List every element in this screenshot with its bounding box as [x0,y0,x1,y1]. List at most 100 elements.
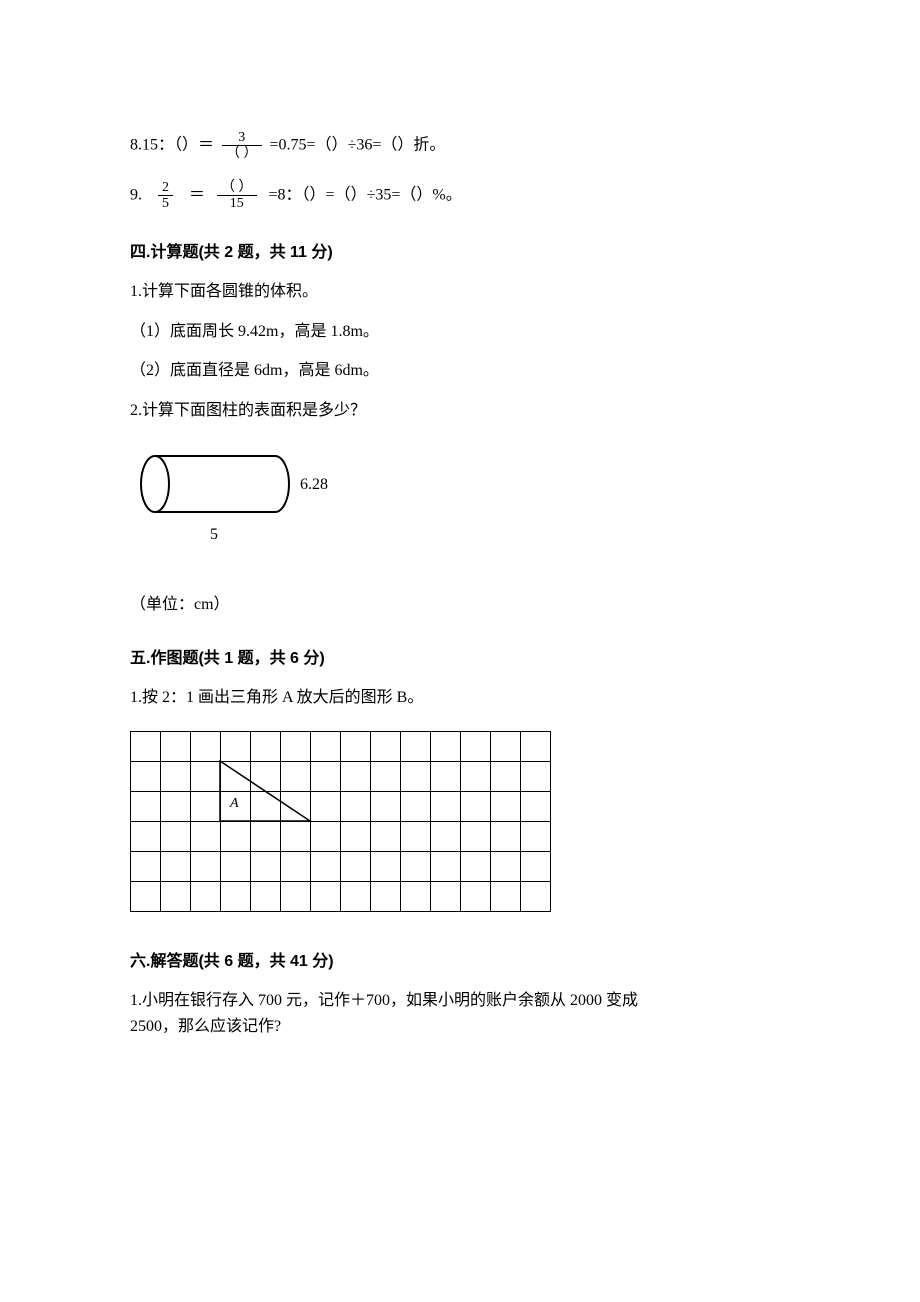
q9-frac2-num: （ ） [217,180,257,195]
grid-cell [161,791,191,821]
grid-cell [191,881,221,911]
grid-cell [281,731,311,761]
q8-frac-num: 3 [222,130,262,145]
grid-cell [491,761,521,791]
cylinder-height-label: 6.28 [300,476,328,493]
s6-q1-line1: 1.小明在银行存入 700 元，记作＋700，如果小明的账户余额从 2000 变… [130,988,790,1014]
section-5-title: 五.作图题(共 1 题，共 6 分) [130,646,790,672]
grid-cell [221,821,251,851]
grid-cell [131,791,161,821]
grid-cell [401,881,431,911]
q8-suffix: ）折。 [397,137,445,154]
q9-fraction-2: （ ） 15 [217,180,257,212]
grid-cell [131,761,161,791]
grid-cell [341,881,371,911]
section-6-title: 六.解答题(共 6 题，共 41 分) [130,949,790,975]
s4-unit: （单位：cm） [130,592,790,618]
q9-eq1: ＝ [189,186,205,203]
q9-mid1: =8：（ [269,186,310,203]
grid-cell [281,761,311,791]
q8-mid2: ）÷36=（ [332,137,398,154]
grid-cell [281,851,311,881]
s4-q2: 2.计算下面图柱的表面积是多少？ [130,398,790,424]
grid-cell [401,761,431,791]
grid-cell [371,791,401,821]
grid-cell [131,731,161,761]
q8-fraction: 3 （ ） [222,130,262,162]
grid-cell [341,731,371,761]
grid-cell [371,731,401,761]
grid-cell [251,731,281,761]
grid-cell [131,851,161,881]
grid-cell [341,851,371,881]
grid-cell [221,881,251,911]
question-9: 9. 2 5 ＝ （ ） 15 =8：（ ）=（ ）÷35=（ ）%。 [130,180,790,212]
grid-cell [401,851,431,881]
grid-cell [461,791,491,821]
grid-cell [191,791,221,821]
grid-cell [191,851,221,881]
cylinder-width-label: 5 [210,526,218,543]
grid-cell [401,731,431,761]
grid-cell [461,881,491,911]
grid-cell [521,791,551,821]
q8-mid1: =0.75=（ [270,137,332,154]
grid-cell [431,881,461,911]
grid-cell [161,761,191,791]
grid-cell [281,821,311,851]
grid-cell [401,821,431,851]
grid-cell [521,761,551,791]
grid-container: A [130,731,551,912]
grid-cell [131,881,161,911]
cylinder-figure: 6.28 5 [130,444,790,563]
grid-cell [341,821,371,851]
grid-table [130,731,551,912]
q9-suffix: ）%。 [416,186,461,203]
grid-cell [431,851,461,881]
q9-prefix: 9. [130,186,142,203]
grid-cell [461,761,491,791]
s4-q1-2: （2）底面直径是 6dm，高是 6dm。 [130,358,790,384]
q9-frac1-num: 2 [158,180,173,195]
grid-cell [161,731,191,761]
grid-cell [191,761,221,791]
grid-cell [251,851,281,881]
grid-cell [311,821,341,851]
grid-cell [311,761,341,791]
q8-prefix: 8.15：（ [130,137,182,154]
grid-cell [491,881,521,911]
grid-cell [371,881,401,911]
grid-cell [251,881,281,911]
grid-cell [431,791,461,821]
grid-cell [371,851,401,881]
grid-cell [521,821,551,851]
grid-cell [521,731,551,761]
grid-cell [161,821,191,851]
question-8: 8.15：（ ）＝ 3 （ ） =0.75=（ ）÷36=（ ）折。 [130,130,790,162]
grid-cell [311,731,341,761]
section-4-title: 四.计算题(共 2 题，共 11 分) [130,240,790,266]
page: 8.15：（ ）＝ 3 （ ） =0.75=（ ）÷36=（ ）折。 9. 2 … [0,0,920,1119]
grid-cell [341,761,371,791]
grid-cell [491,731,521,761]
grid-cell [221,761,251,791]
grid-cell [521,851,551,881]
grid-cell [161,851,191,881]
q9-mid2: ）=（ [310,186,351,203]
q9-frac1-den: 5 [158,195,173,211]
grid-cell [311,791,341,821]
grid-cell [221,731,251,761]
grid-cell [311,851,341,881]
grid-cell [461,821,491,851]
q9-fraction-1: 2 5 [158,180,173,212]
grid-cell [521,881,551,911]
grid-cell [191,821,221,851]
s5-q1: 1.按 2：1 画出三角形 A 放大后的图形 B。 [130,685,790,711]
grid-cell [371,821,401,851]
grid-cell [281,881,311,911]
q8-after1: ）＝ [182,137,214,154]
grid-cell [431,731,461,761]
grid-cell [251,761,281,791]
grid-cell [281,791,311,821]
triangle-label-a: A [230,793,239,815]
